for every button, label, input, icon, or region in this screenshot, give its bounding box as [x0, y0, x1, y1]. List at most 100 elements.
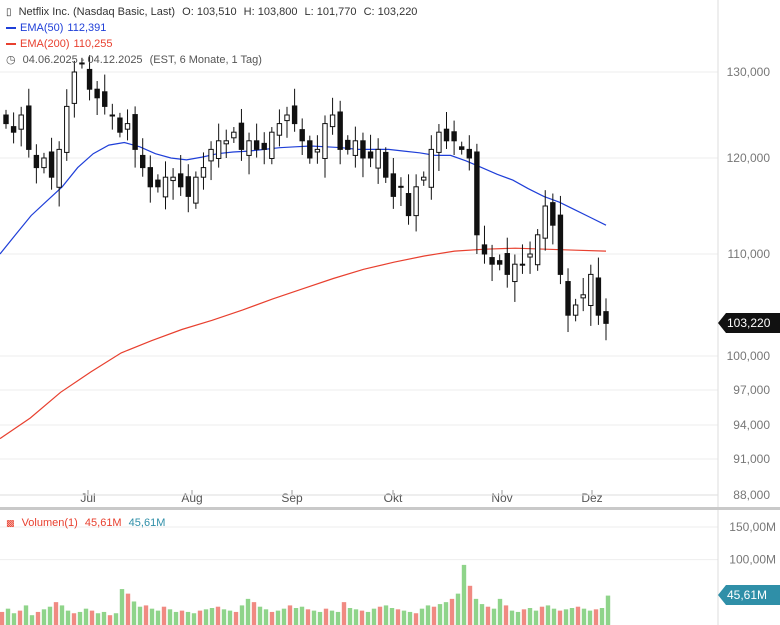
candle — [276, 109, 283, 147]
volume-bar — [431, 606, 437, 625]
volume-bar — [89, 610, 95, 625]
price-tick-label: 88,000 — [733, 488, 770, 502]
candle — [193, 171, 199, 209]
volume-bar — [467, 585, 473, 625]
volume-bar — [269, 611, 275, 625]
volume-bar — [101, 611, 107, 625]
volume-value-red: 45,61M — [84, 517, 122, 529]
ohlc-high: H: 103,800 — [243, 6, 298, 18]
candle — [155, 174, 161, 193]
candle — [512, 254, 518, 302]
volume-badge-text: 45,61M — [727, 588, 767, 602]
volume-bar — [599, 608, 605, 625]
candle — [421, 171, 427, 186]
candle — [117, 112, 123, 138]
volume-bar — [227, 610, 233, 625]
volume-bar — [191, 613, 197, 625]
volume-grid — [0, 526, 718, 561]
ohlc-close: C: 103,220 — [363, 6, 418, 18]
volume-bar — [131, 601, 137, 625]
candle — [238, 108, 245, 161]
candle — [413, 174, 419, 232]
candle — [572, 298, 579, 322]
volume-bar — [59, 605, 65, 625]
volume-bar — [443, 602, 449, 625]
ohlc-open: O: 103,510 — [182, 6, 237, 18]
legend-ema50[interactable]: EMA(50) 112,391 — [6, 21, 110, 35]
ema50-value: 112,391 — [67, 22, 107, 34]
candle — [352, 126, 359, 168]
candle — [79, 57, 85, 69]
volume-bar — [245, 598, 251, 625]
volume-bar — [173, 611, 179, 625]
price-tick-label: 100,000 — [727, 349, 771, 363]
candle — [3, 109, 9, 129]
candle — [329, 97, 336, 135]
volume-bar — [221, 609, 227, 625]
volume-bar — [71, 613, 77, 625]
volume-bar — [185, 611, 191, 625]
candle — [208, 141, 214, 181]
volume-bar — [341, 602, 347, 625]
candle — [436, 124, 442, 171]
price-tick-label: 94,000 — [733, 418, 770, 432]
volume-bar — [233, 611, 239, 625]
candle — [284, 106, 290, 138]
range-note: (EST, 6 Monate, 1 Tag) — [149, 54, 262, 66]
ema200-line — [0, 247, 607, 440]
candle — [246, 132, 252, 175]
volume-bar — [311, 610, 317, 625]
candle — [291, 88, 298, 132]
volume-bar — [401, 610, 407, 625]
candle — [307, 135, 313, 164]
ema50-line — [0, 141, 607, 255]
volume-bar — [335, 611, 341, 625]
candle — [504, 237, 510, 288]
candle — [48, 137, 55, 190]
candle — [124, 109, 131, 141]
volume-bar — [167, 609, 173, 625]
volume-bar — [437, 604, 443, 625]
candle — [132, 106, 138, 168]
volume-tick-label: 150,00M — [729, 520, 776, 534]
volume-bar — [503, 605, 509, 625]
time-tick-label: Aug — [181, 491, 202, 505]
volume-bar — [587, 610, 593, 625]
volume-bar — [413, 613, 419, 625]
time-tick-label: Okt — [384, 491, 403, 505]
volume-bar — [65, 610, 71, 625]
candle — [390, 158, 397, 209]
legend-volume[interactable]: ▩ Volumen(1) 45,61M 45,61M — [6, 516, 169, 530]
volume-bar — [83, 608, 89, 625]
candle — [64, 89, 70, 161]
volume-bar — [47, 606, 53, 625]
volume-bar — [557, 610, 563, 625]
price-tick-label: 120,000 — [727, 151, 771, 165]
candle — [147, 155, 154, 203]
volume-bar — [197, 610, 203, 625]
volume-bar — [419, 608, 425, 625]
volume-bar — [95, 613, 101, 625]
candle — [466, 135, 472, 171]
candle — [337, 100, 343, 165]
candle — [360, 132, 366, 178]
volume-bar — [317, 611, 323, 625]
legend-ema200[interactable]: EMA(200) 110,255 — [6, 37, 116, 51]
price-tick-label: 130,000 — [727, 65, 771, 79]
candle — [588, 264, 594, 326]
instrument-name: Netflix Inc. (Nasdaq Basic, Last) — [18, 6, 176, 18]
volume-bar — [275, 610, 281, 625]
time-tick-label: Sep — [281, 491, 303, 505]
volume-bar — [281, 608, 287, 625]
panel-divider[interactable] — [0, 507, 780, 510]
candle — [102, 74, 108, 115]
volume-bar — [545, 605, 551, 625]
ema50-label: EMA(50) — [20, 22, 64, 34]
candle — [496, 254, 503, 271]
candle — [534, 229, 541, 271]
candlestick-icon: ▯ — [6, 7, 12, 18]
ema200-series — [0, 247, 607, 440]
volume-tick-label: 100,00M — [729, 553, 776, 567]
candle — [398, 177, 404, 206]
